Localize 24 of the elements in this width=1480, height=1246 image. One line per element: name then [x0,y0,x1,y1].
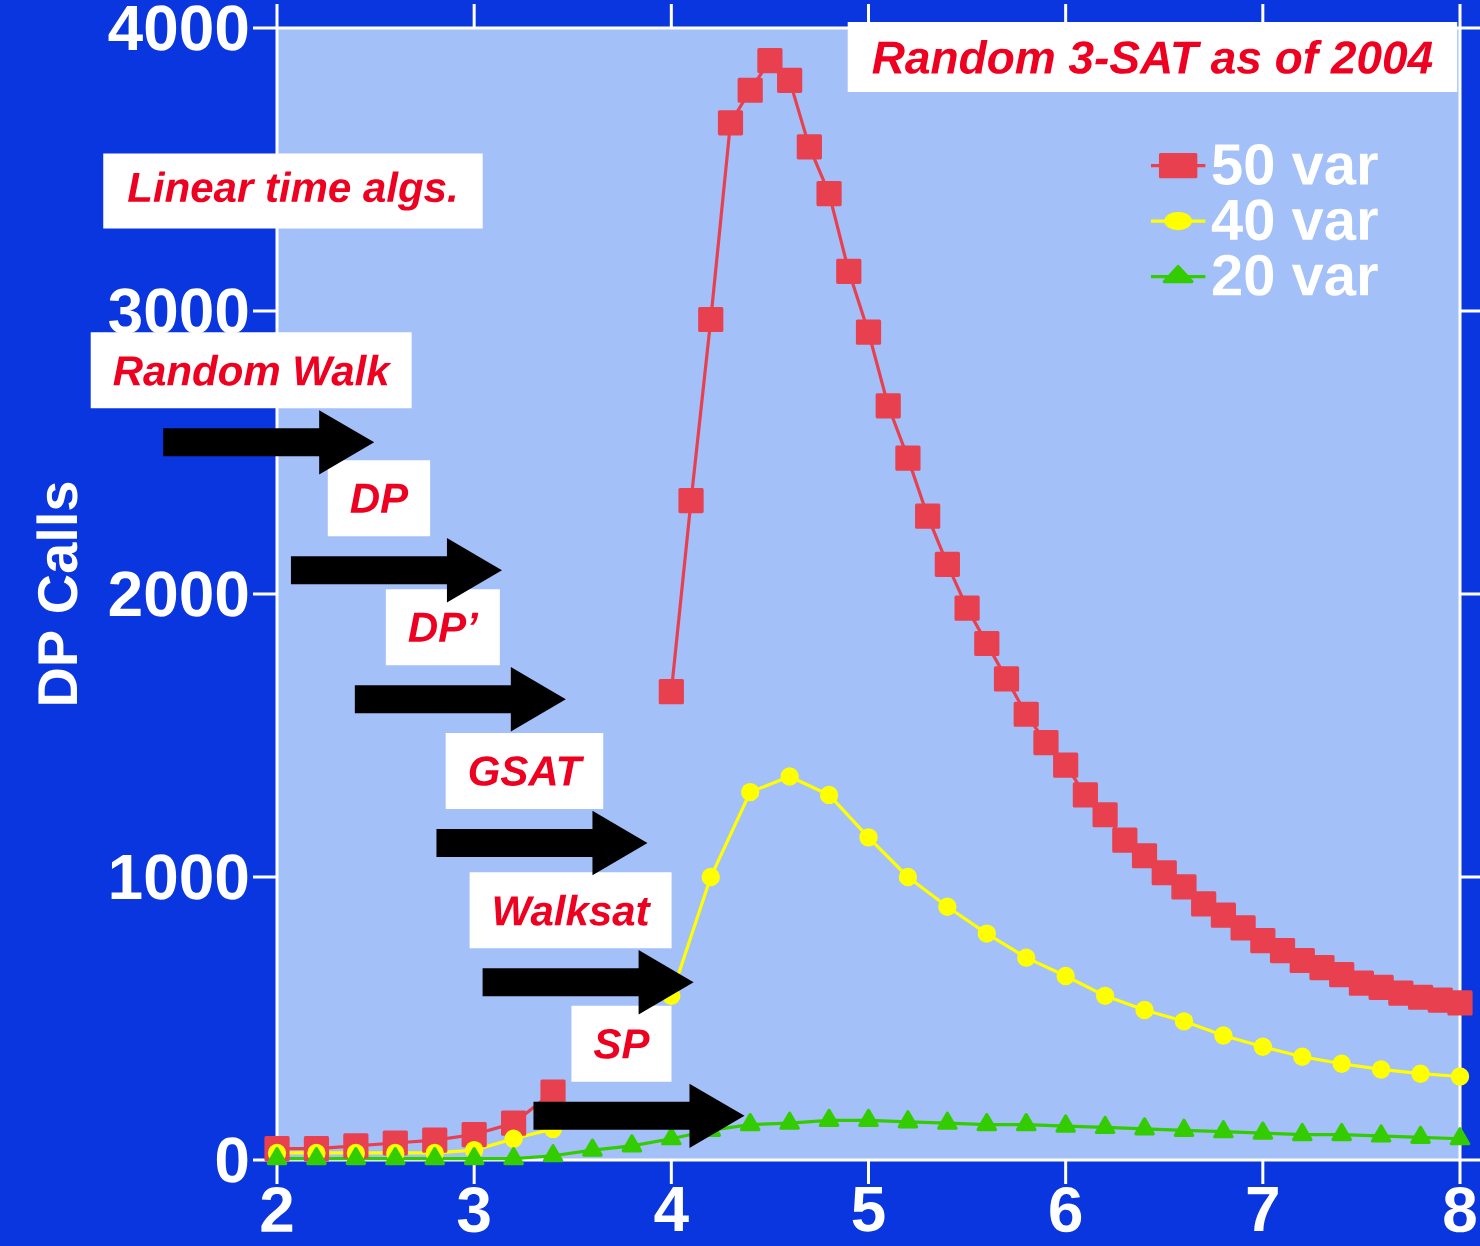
x-tick-label: 3 [457,1187,490,1233]
x-tick-label: 6 [1050,1187,1082,1233]
legend-label: 20 var [1212,254,1378,296]
annotation: GSAT [469,756,585,786]
y-tick-label: 4000 [108,5,248,51]
x-tick-label: 4 [654,1187,689,1232]
annotation: Random Walk [113,354,392,386]
x-tick-label: 5 [852,1187,885,1232]
x-tick-label: 8 [1444,1187,1476,1233]
annotation: Linear time algs. [128,171,456,211]
y-tick-label: 0 [216,1137,248,1183]
x-tick-label: 7 [1247,1187,1278,1232]
annotation: SP [593,1029,650,1059]
x-tick-label: 2 [261,1187,293,1232]
annotation: DP’ [408,612,479,642]
legend-label: 40 var [1211,199,1378,241]
y-tick-label: 1000 [111,854,248,900]
chart-title: Random 3-SAT as of 2004 [872,40,1433,74]
annotation: Walksat [494,894,652,926]
annotation: DP [350,483,409,513]
y-tick-label: 2000 [109,571,248,617]
y-tick-label: 3000 [109,288,248,334]
y-axis-title: DP Calls [36,482,78,704]
legend-label: 50 var [1212,143,1378,185]
